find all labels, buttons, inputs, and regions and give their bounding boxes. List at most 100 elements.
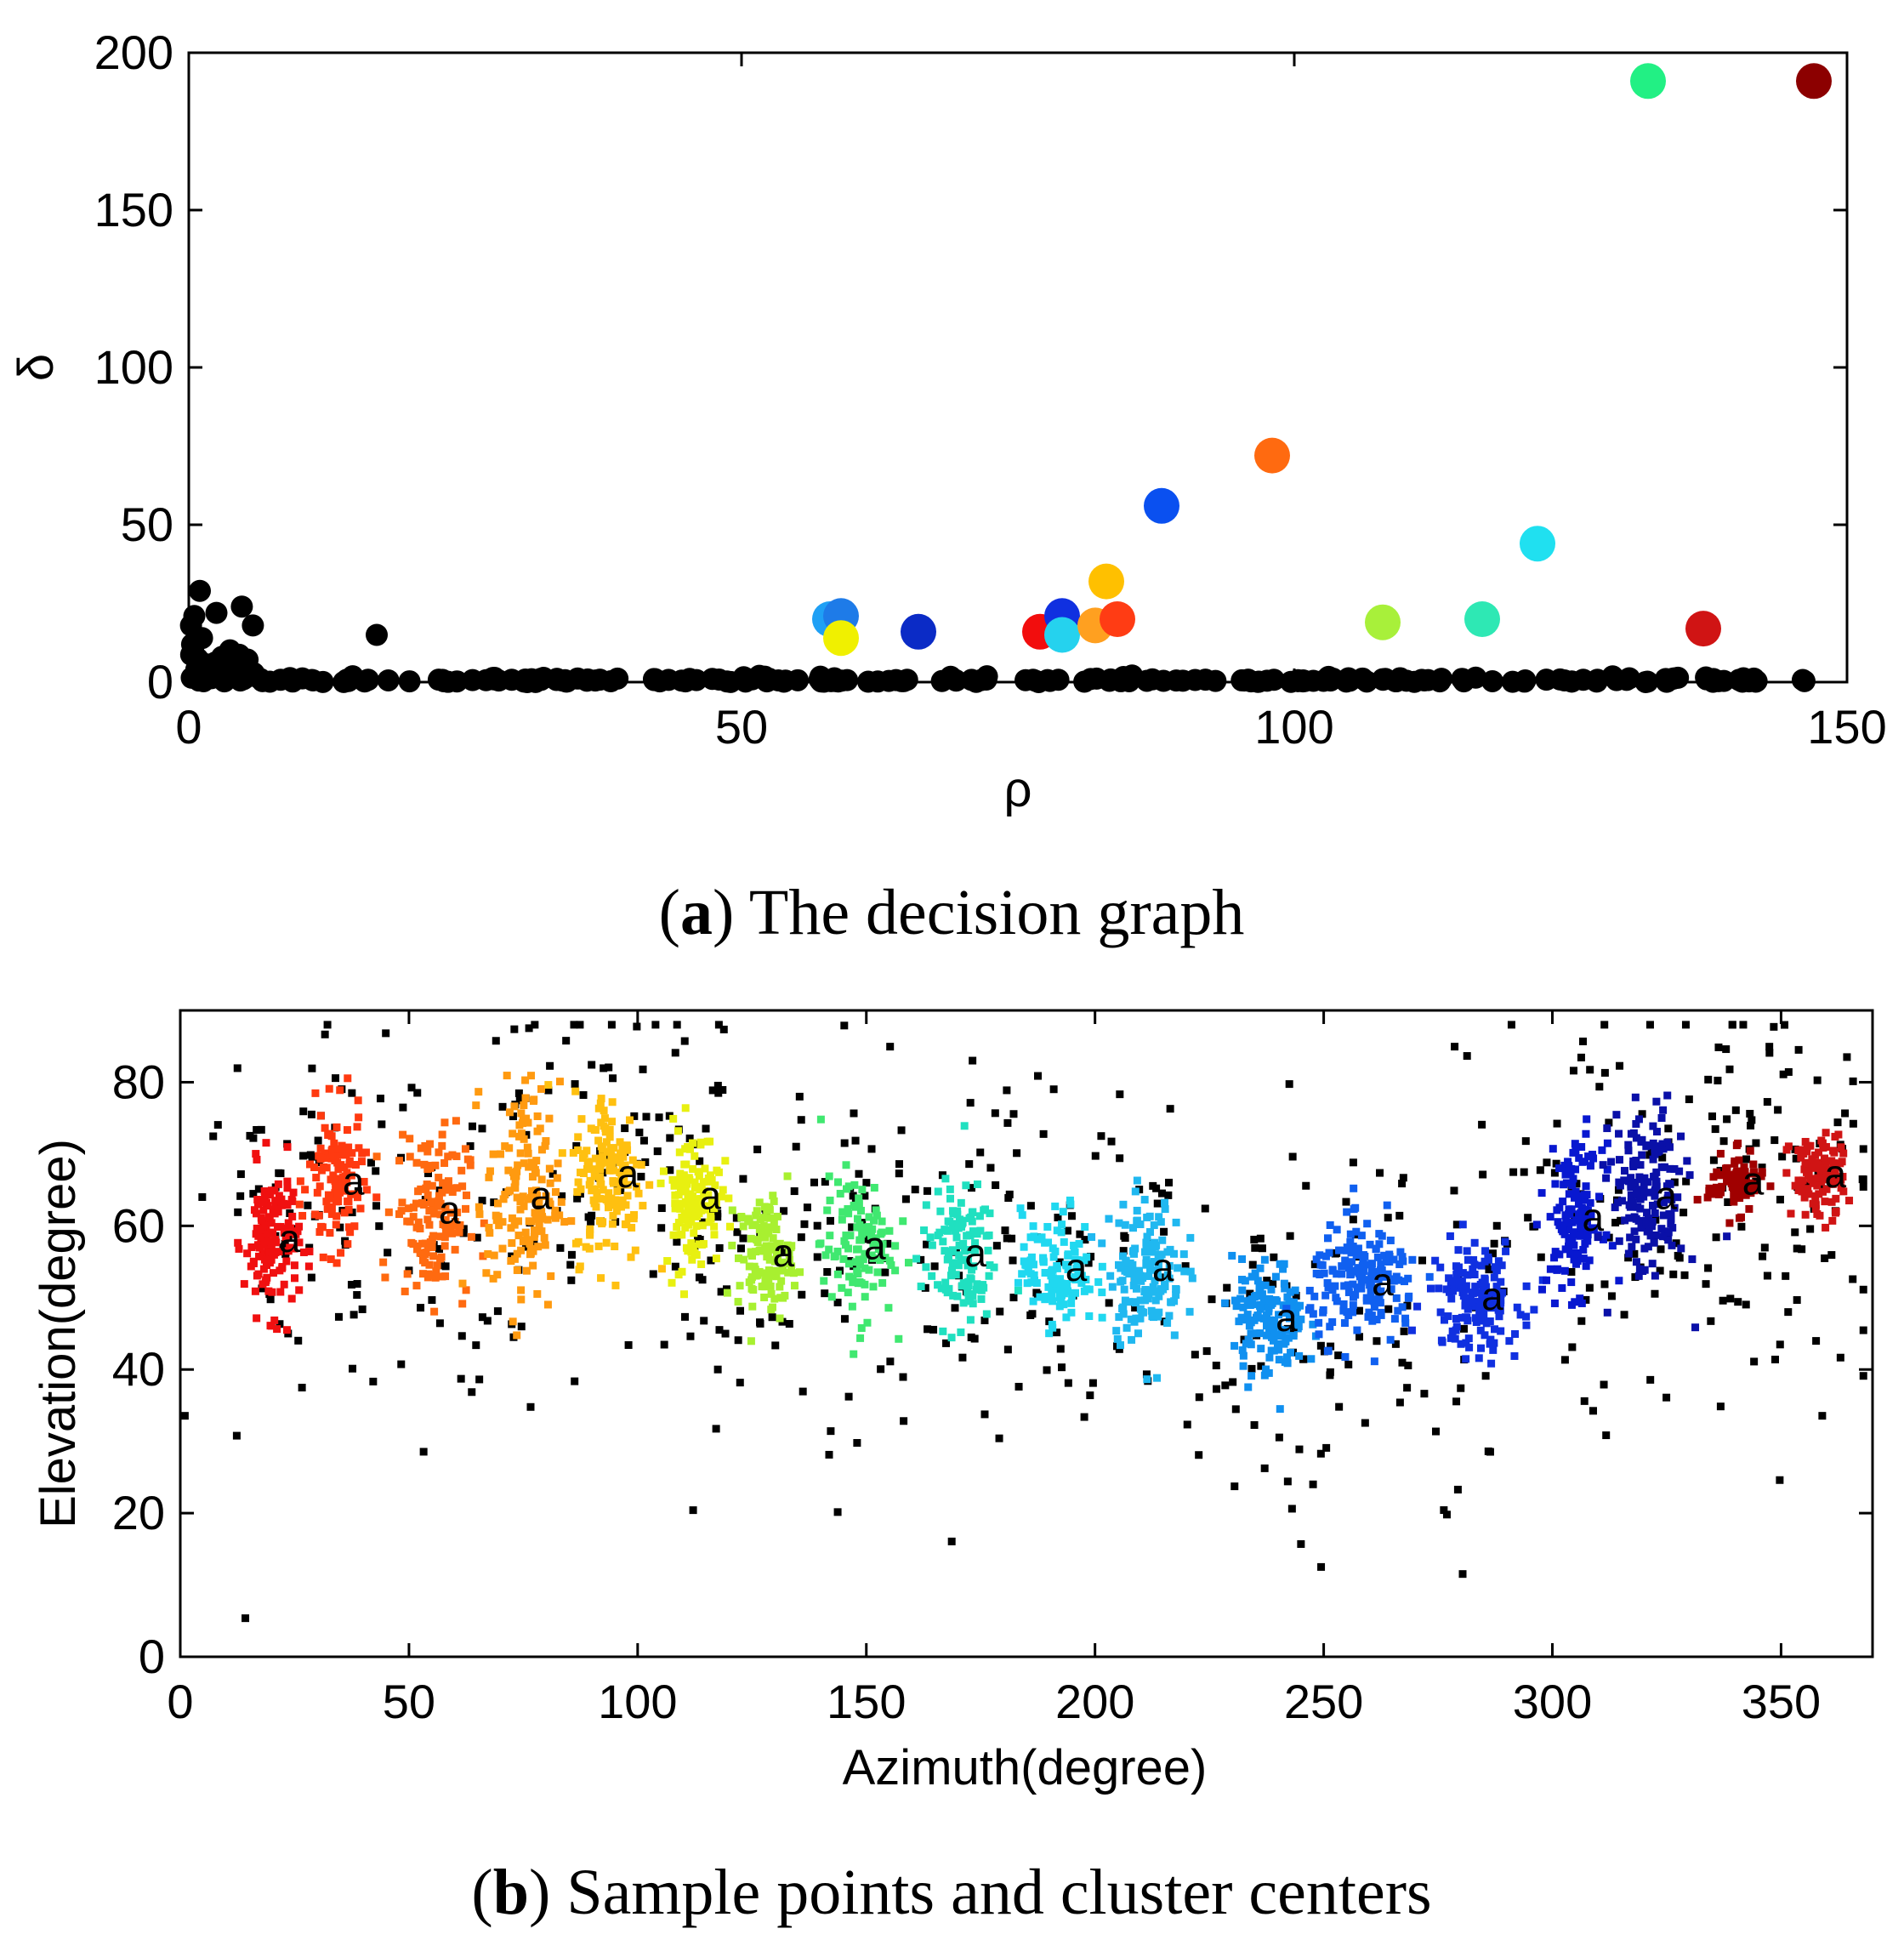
noise-sample-point <box>917 1255 925 1264</box>
cluster-sample-point <box>1132 1314 1140 1323</box>
noise-sample-point <box>1722 1045 1731 1054</box>
cluster-sample-point <box>1136 1305 1145 1313</box>
cluster-sample-point <box>687 1239 696 1248</box>
cluster-sample-point <box>1262 1311 1270 1319</box>
cluster-sample-point <box>1495 1312 1503 1321</box>
cluster-center-point <box>1100 601 1135 637</box>
cluster-sample-point <box>319 1253 327 1261</box>
noise-sample-point <box>1577 1317 1586 1325</box>
noise-sample-point <box>1813 1076 1822 1084</box>
noise-sample-point <box>1537 1253 1545 1261</box>
noise-sample-point <box>1784 1067 1793 1076</box>
cluster-sample-point <box>1663 1091 1672 1100</box>
cluster-sample-point <box>1018 1211 1026 1220</box>
cluster-sample-point <box>517 1286 526 1294</box>
cluster-sample-point <box>1550 1299 1559 1307</box>
noise-sample-point <box>734 1336 742 1345</box>
cluster-sample-point <box>878 1240 887 1249</box>
cluster-sample-point <box>529 1261 537 1270</box>
cluster-sample-point <box>1464 1317 1472 1325</box>
noise-sample-point <box>1739 1021 1748 1029</box>
cluster-sample-point <box>1578 1158 1587 1166</box>
cluster-sample-point <box>1273 1297 1282 1306</box>
cluster-sample-point <box>1782 1169 1791 1177</box>
cluster-sample-point <box>1477 1261 1486 1270</box>
cluster-sample-point <box>267 1219 276 1227</box>
noise-sample-point <box>653 1147 662 1156</box>
noise-sample-point <box>1716 1402 1725 1411</box>
cluster-sample-point <box>283 1177 292 1186</box>
cluster-sample-point <box>759 1223 767 1232</box>
cluster-sample-point <box>1042 1293 1050 1301</box>
cluster-sample-point <box>1239 1362 1248 1370</box>
noise-sample-point <box>566 1260 575 1269</box>
cluster-sample-point <box>1374 1275 1383 1283</box>
noise-sample-point <box>1152 1184 1161 1192</box>
cluster-sample-point <box>1230 1341 1239 1350</box>
cluster-sample-point <box>312 1174 321 1182</box>
noise-point <box>189 579 211 602</box>
noise-sample-point <box>1708 1112 1717 1121</box>
cluster-sample-point <box>292 1230 300 1238</box>
cluster-sample-point <box>588 1186 596 1195</box>
cluster-sample-point <box>435 1148 443 1157</box>
cluster-sample-point <box>677 1186 685 1194</box>
cluster-sample-point <box>441 1220 450 1229</box>
cluster-sample-point <box>489 1150 497 1158</box>
noise-sample-point <box>1087 1252 1095 1260</box>
cluster-sample-point <box>1188 1274 1196 1283</box>
cluster-sample-point <box>1108 1283 1117 1291</box>
cluster-sample-point <box>964 1256 973 1265</box>
noise-sample-point <box>1081 1236 1089 1244</box>
cluster-sample-point <box>1469 1256 1478 1265</box>
noise-sample-point <box>719 1025 728 1033</box>
noise-sample-point <box>1747 1121 1755 1129</box>
noise-sample-point <box>1064 1379 1072 1387</box>
cluster-sample-point <box>520 1101 528 1110</box>
cluster-sample-point <box>1326 1220 1334 1229</box>
cluster-sample-point <box>1185 1307 1194 1316</box>
cluster-sample-point <box>885 1226 894 1235</box>
cluster-sample-point <box>1602 1174 1611 1182</box>
noise-sample-point <box>468 1388 476 1397</box>
cluster-sample-point <box>861 1249 869 1258</box>
cluster-sample-point <box>1599 1235 1607 1243</box>
cluster-sample-point <box>1516 1311 1525 1319</box>
noise-point <box>366 623 388 646</box>
cluster-sample-point <box>537 1227 546 1236</box>
noise-point <box>205 601 228 624</box>
cluster-sample-point <box>1492 1266 1501 1274</box>
cluster-sample-point <box>1537 1285 1546 1294</box>
cluster-sample-point <box>267 1255 276 1264</box>
decision-graph-xtick-label: 100 <box>1254 700 1333 754</box>
noise-sample-point <box>1821 1254 1829 1262</box>
noise-sample-point <box>969 1056 977 1065</box>
cluster-sample-point <box>609 1179 617 1187</box>
cluster-sample-point <box>844 1260 853 1268</box>
cluster-sample-point <box>235 1244 243 1253</box>
cluster-sample-point <box>316 1144 325 1152</box>
sample-points <box>180 1021 1867 1623</box>
noise-sample-point <box>1569 1067 1577 1075</box>
noise-sample-point <box>1704 1075 1713 1084</box>
cluster-sample-point <box>1651 1209 1659 1218</box>
cluster-sample-point <box>590 1172 599 1180</box>
cluster-sample-point <box>820 1277 828 1285</box>
noise-sample-point <box>299 1107 308 1116</box>
cluster-sample-point <box>1553 1206 1561 1215</box>
cluster-sample-point <box>1120 1285 1128 1294</box>
cluster-sample-point <box>1472 1317 1481 1326</box>
cluster-sample-point <box>259 1227 267 1236</box>
cluster-sample-point <box>490 1251 498 1260</box>
cluster-sample-point <box>1276 1405 1284 1414</box>
noise-sample-point <box>1841 1109 1850 1118</box>
cluster-sample-point <box>968 1266 976 1274</box>
noise-sample-point <box>1656 1266 1664 1275</box>
cluster-sample-point <box>1347 1249 1356 1257</box>
cluster-sample-point <box>1067 1299 1076 1307</box>
cluster-sample-point <box>1083 1253 1091 1261</box>
cluster-sample-point <box>975 1212 984 1220</box>
noise-sample-point <box>1309 1480 1317 1488</box>
noise-sample-point <box>884 1239 892 1248</box>
noise-sample-point <box>1793 1296 1801 1305</box>
